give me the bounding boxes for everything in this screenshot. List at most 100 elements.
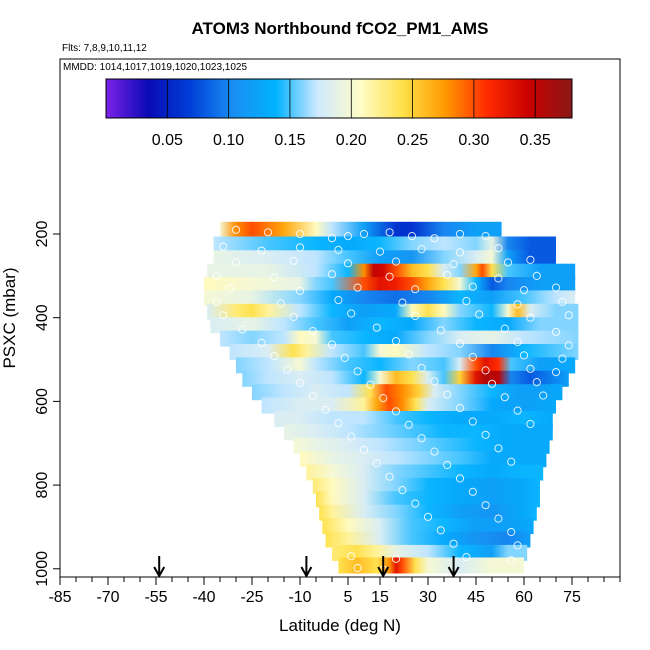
observation-point (343, 259, 353, 268)
y-tick-label: 400 (34, 304, 51, 331)
observation-point (321, 405, 330, 414)
observation-point (475, 310, 484, 319)
observation-point (289, 312, 298, 321)
observation-point (372, 323, 381, 332)
observation-point (347, 432, 356, 441)
colorbar-tick-label: 0.05 (152, 132, 183, 149)
observation-point (455, 474, 465, 483)
observation-point (481, 501, 490, 510)
observation-point (526, 313, 535, 322)
observation-point (443, 390, 452, 399)
observation-point (558, 354, 567, 363)
observation-point (340, 353, 349, 362)
colorbar-tick-label: 0.30 (458, 132, 489, 149)
observation-point (449, 539, 458, 548)
heatmap-band (322, 518, 534, 535)
observation-point (334, 245, 343, 254)
observation-point (507, 556, 516, 565)
colorbar-gradient (105, 78, 573, 119)
x-axis-label: Latitude (deg N) (279, 616, 401, 635)
observation-point (507, 457, 516, 466)
heatmap-band (306, 464, 544, 481)
marker-arrow-head (447, 566, 460, 579)
heatmap-band (319, 504, 537, 521)
observation-point (283, 365, 292, 374)
x-tick-label: -55 (144, 589, 167, 606)
colorbar-tick-label: 0.15 (274, 132, 305, 149)
observation-point (327, 234, 337, 243)
x-tick-label: 5 (344, 589, 353, 606)
observation-point (513, 337, 522, 347)
x-tick-label: 15 (371, 589, 389, 606)
observation-point (347, 552, 356, 561)
heatmap-band (252, 384, 563, 401)
observation-point (526, 255, 535, 264)
dates-note: MMDD: 1014,1017,1019,1020,1023,1025 (63, 62, 247, 73)
observation-point (513, 406, 522, 415)
observation-point (430, 234, 439, 243)
observation-point (500, 393, 509, 402)
observation-point (423, 512, 433, 522)
observation-point (487, 379, 497, 388)
heatmap-band (284, 424, 553, 441)
observation-point (443, 270, 452, 280)
y-axis: 200 400 600 800 1000 (34, 221, 60, 587)
heatmap-band (332, 544, 528, 561)
observation-point (564, 341, 573, 350)
observation-point (353, 367, 362, 376)
marker-arrow-head (377, 566, 390, 579)
observation-point (551, 283, 561, 292)
observation-point (449, 260, 458, 269)
observation-point (507, 527, 516, 537)
heatmap-band (220, 221, 502, 238)
observation-point (436, 326, 445, 335)
observation-point (564, 311, 573, 320)
observation-point (551, 327, 561, 336)
observation-point (231, 225, 241, 234)
flights-note: Flts: 7,8,9,10,11,12 (62, 43, 147, 54)
observation-point (404, 350, 413, 359)
heatmap-band (242, 370, 569, 387)
flight-latitude-markers (153, 556, 460, 579)
observation-point (391, 554, 401, 563)
heatmap-band (300, 451, 547, 468)
observation-point (481, 366, 490, 375)
observation-point (481, 430, 490, 439)
marker-arrow-head (300, 566, 313, 579)
observation-point (391, 407, 401, 416)
observation-point (308, 392, 317, 401)
observation-point (398, 486, 407, 495)
observation-point (334, 419, 343, 428)
observation-point (455, 248, 465, 257)
observation-point (436, 526, 445, 535)
observation-point (455, 339, 465, 348)
x-tick-label: -70 (96, 589, 119, 606)
observation-point (494, 274, 503, 283)
heatmap-band (338, 557, 524, 574)
heatmap-band (312, 477, 540, 494)
x-tick-label: -85 (48, 589, 71, 606)
heatmap-band (325, 531, 531, 548)
observation-point (443, 460, 452, 470)
observation-point (219, 242, 228, 251)
observation-point (270, 273, 279, 282)
observation-point (417, 363, 426, 372)
observation-point (391, 337, 401, 346)
x-axis: -85 -70 -55 -40 -25 -10 5 15 30 45 60 75 (48, 577, 621, 606)
x-tick-label: -40 (192, 589, 215, 606)
observation-point (270, 352, 279, 361)
heatmap-band (229, 344, 579, 360)
heatmap-band (207, 263, 576, 280)
heatmap-band (316, 491, 540, 508)
observation-point (225, 284, 234, 293)
x-tick-label: -25 (240, 589, 263, 606)
observation-point (462, 553, 471, 562)
observation-point (526, 364, 535, 373)
observation-point (455, 229, 465, 239)
observation-point (551, 368, 561, 377)
heatmap-band (274, 411, 553, 427)
x-tick-label: 75 (563, 589, 581, 606)
observation-point (359, 229, 369, 239)
observation-point (295, 286, 305, 295)
